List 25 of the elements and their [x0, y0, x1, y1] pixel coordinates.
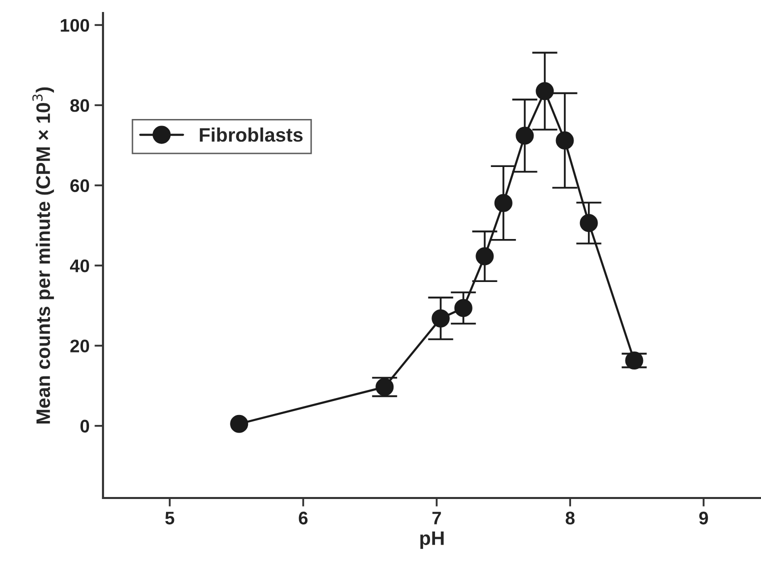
point: [625, 351, 644, 370]
x-tick-label: 7: [432, 512, 441, 524]
point: [494, 194, 512, 212]
y-tick-label: 80: [70, 99, 90, 112]
point: [376, 378, 394, 396]
x-tick-label: 5: [165, 512, 174, 524]
y-tick-label: 0: [80, 420, 90, 433]
x-tick-label: 9: [699, 512, 708, 524]
point: [556, 131, 574, 150]
y-axis-title: Mean counts per minute (CPM × 10$^{3}$): [32, 87, 54, 424]
x-tick-label: 6: [298, 512, 308, 524]
point: [476, 247, 494, 266]
point: [536, 82, 554, 100]
y-tick-label: 60: [70, 179, 90, 192]
x-tick-label: 8: [566, 512, 575, 524]
point: [432, 309, 450, 328]
legend-label: Fibroblasts: [200, 128, 303, 142]
point: [516, 126, 534, 145]
y-tick-label: 40: [70, 259, 90, 272]
point: [230, 414, 248, 433]
y-tick-label: 100: [60, 18, 90, 32]
point: [454, 298, 472, 318]
x-axis-title: pH: [420, 532, 444, 549]
y-tick-label: 20: [70, 340, 90, 352]
point: [580, 214, 598, 232]
